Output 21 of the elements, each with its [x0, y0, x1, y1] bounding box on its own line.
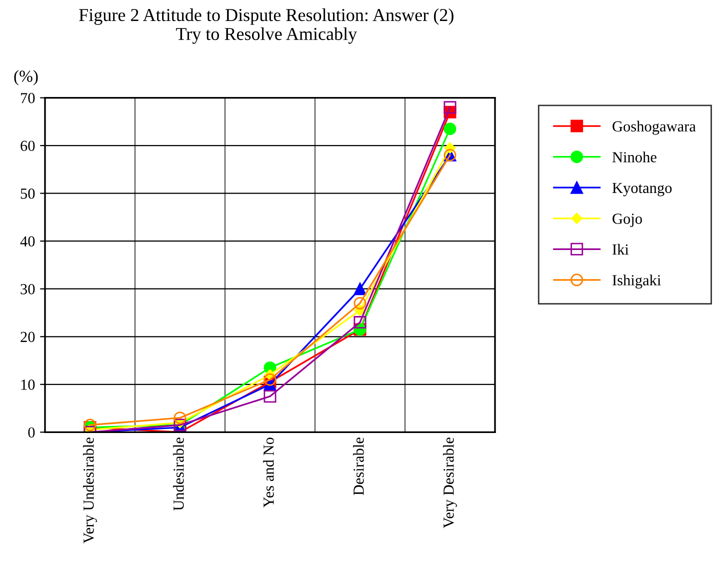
y-tick-label: 60 — [20, 140, 35, 152]
y-tick-label: 20 — [20, 332, 35, 342]
chart-title: Figure 2 Attitude to Dispute Resolution: Answer (2) Try to Resolve Amicably — [79, 8, 454, 44]
legend-label: Kyotango — [612, 182, 672, 196]
y-tick-label: 40 — [20, 236, 35, 247]
y-tick-label: 70 — [21, 92, 35, 104]
legend-label: Ninohe — [612, 152, 656, 162]
y-tick-label: 0 — [28, 427, 35, 438]
x-tick-label: Undesirable — [173, 438, 184, 511]
x-tick-label: Desirable — [353, 438, 364, 496]
legend-label: Iki — [612, 244, 629, 254]
x-tick-label: Very Undesirable — [83, 438, 97, 544]
y-tick-label: 10 — [21, 380, 35, 390]
legend-label: Ishigaki — [612, 274, 661, 289]
legend-label: Goshogawara — [612, 120, 696, 135]
x-tick-label: Very Desirable — [443, 438, 457, 528]
legend-label: Gojo — [612, 214, 642, 227]
y-tick-label: 30 — [20, 284, 35, 294]
y-tick-label: 50 — [20, 188, 35, 199]
x-tick-label: Yes and No — [263, 438, 274, 508]
y-axis-title: (%) — [14, 70, 38, 86]
